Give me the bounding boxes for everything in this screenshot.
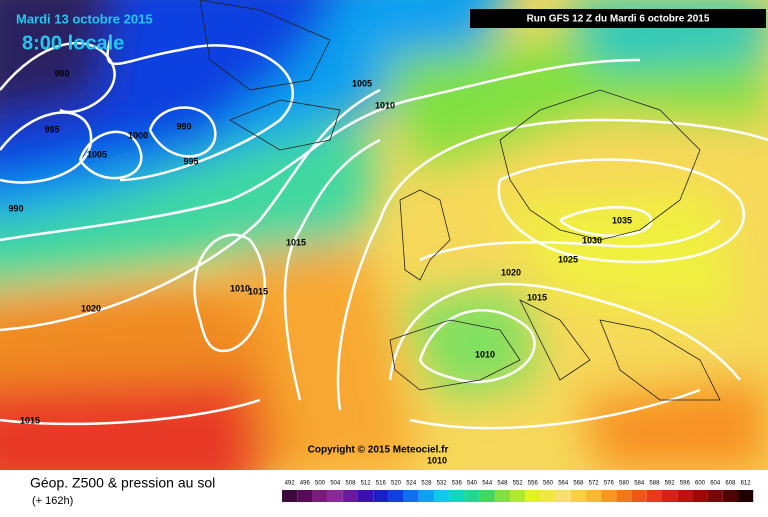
legend-swatch [540,490,556,502]
legend-label: 568 [573,481,584,487]
legend-label: 532 [437,481,448,487]
footer-lead: (+ 162h) [32,495,73,507]
legend-label: 528 [421,481,432,487]
legend-swatch [403,490,419,502]
legend-swatch [434,490,450,502]
legend-label: 536 [452,481,463,487]
legend-label: 604 [710,481,721,487]
isobar-label: 1010 [375,100,395,110]
isobar-label: 1015 [286,237,306,247]
legend-label: 500 [315,481,326,487]
isobar-label: 1000 [128,130,148,140]
legend-label: 504 [330,481,341,487]
legend-swatch [479,490,495,502]
legend-swatch [570,490,586,502]
isobar-label: 1010 [427,455,447,465]
legend-label: 508 [345,481,356,487]
legend-label: 572 [589,481,600,487]
forecast-date: Mardi 13 octobre 2015 [16,11,153,26]
legend-label: 512 [361,481,372,487]
isobar-label: 1020 [501,267,521,277]
legend-swatch [601,490,617,502]
isobar-label: 990 [54,68,69,78]
legend-swatch [312,490,328,502]
isobar-label: 1025 [558,254,578,264]
legend-label: 520 [391,481,402,487]
legend-swatch [586,490,602,502]
isobar-label: 1015 [527,292,547,302]
legend-swatch [616,490,632,502]
legend-label: 492 [285,481,296,487]
legend-label: 548 [497,481,508,487]
legend-swatch [525,490,541,502]
legend-swatch [342,490,358,502]
isobar-label: 1010 [475,349,495,359]
footer-title: Géop. Z500 & pression au sol [30,475,215,491]
legend-label: 496 [300,481,311,487]
isobar-label: 990 [8,203,23,213]
legend-swatch [464,490,480,502]
legend-swatch [707,490,723,502]
legend-swatch [358,490,374,502]
legend-swatch [449,490,465,502]
isobar-label: 1010 [230,283,250,293]
legend-swatch [738,490,754,502]
isobar-label: 1020 [81,303,101,313]
legend-swatch [722,490,738,502]
run-info: Run GFS 12 Z du Mardi 6 octobre 2015 [527,14,710,25]
z500-field [0,0,768,470]
legend-label: 592 [665,481,676,487]
legend-swatch [555,490,571,502]
legend-label: 552 [513,481,524,487]
legend-swatch [282,490,298,502]
run-box [470,9,766,28]
legend-label: 516 [376,481,387,487]
legend-label: 560 [543,481,554,487]
isobar-label: 1005 [87,149,107,159]
legend-swatch [418,490,434,502]
legend-swatch [631,490,647,502]
legend-swatch [373,490,389,502]
legend-swatch [510,490,526,502]
legend-label: 612 [741,481,752,487]
isobar-label: 1030 [582,235,602,245]
legend-label: 588 [649,481,660,487]
isobar-label: 1015 [20,415,40,425]
legend-label: 540 [467,481,478,487]
legend-label: 524 [406,481,417,487]
legend-swatch [692,490,708,502]
coastlines [199,0,721,401]
legend-swatch [327,490,343,502]
isobar-label: 990 [176,121,191,131]
isobar-label: 1015 [248,286,268,296]
legend-label: 556 [528,481,539,487]
legend-label: 544 [482,481,493,487]
isobar-label: 1035 [612,215,632,225]
legend-label: 576 [604,481,615,487]
copyright: Copyright © 2015 Meteociel.fr [308,445,449,456]
legend-label: 580 [619,481,630,487]
legend-swatch [677,490,693,502]
legend-swatch [494,490,510,502]
legend-swatch [297,490,313,502]
legend-swatch [388,490,404,502]
legend-label: 584 [634,481,645,487]
isobar-label: 1005 [352,78,372,88]
isobar-label: 995 [183,156,198,166]
legend-label: 608 [725,481,736,487]
forecast-time: 8:00 locale [22,32,124,54]
legend-label: 600 [695,481,706,487]
legend-label: 564 [558,481,569,487]
isobar-label: 995 [44,124,59,134]
legend-swatch [646,490,662,502]
legend-swatch [662,490,678,502]
isobars [0,39,768,430]
legend-label: 596 [680,481,691,487]
